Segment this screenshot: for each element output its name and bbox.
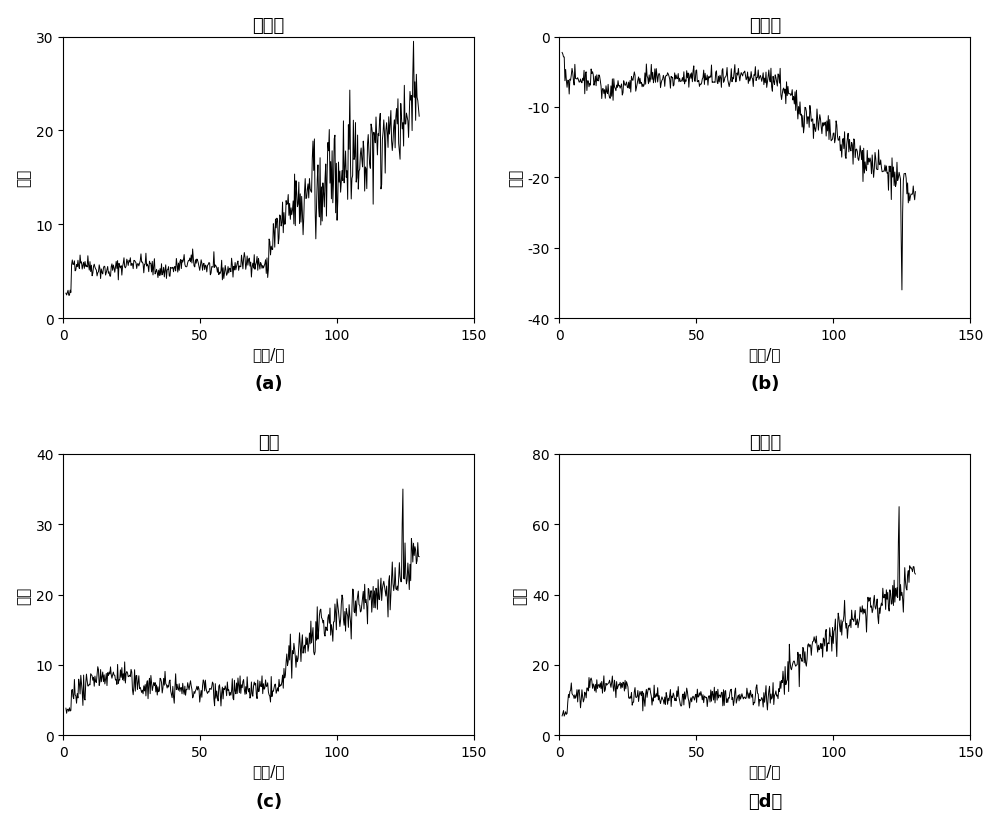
Title: 峰峰値: 峰峰値	[749, 433, 781, 451]
Y-axis label: 幅値: 幅値	[513, 585, 528, 604]
Text: （d）: （d）	[748, 792, 782, 810]
Text: (b): (b)	[750, 375, 779, 392]
Text: (a): (a)	[254, 375, 283, 392]
X-axis label: 时间/分: 时间/分	[749, 346, 781, 362]
Title: 峰値: 峰値	[258, 433, 279, 451]
Title: 最小値: 最小値	[749, 17, 781, 35]
X-axis label: 时间/分: 时间/分	[252, 346, 285, 362]
Y-axis label: 幅値: 幅値	[508, 169, 523, 187]
Text: (c): (c)	[255, 792, 282, 810]
X-axis label: 时间/分: 时间/分	[252, 763, 285, 778]
Y-axis label: 幅値: 幅値	[17, 585, 32, 604]
Title: 最大値: 最大値	[252, 17, 285, 35]
Y-axis label: 幅値: 幅値	[17, 169, 32, 187]
X-axis label: 时间/分: 时间/分	[749, 763, 781, 778]
